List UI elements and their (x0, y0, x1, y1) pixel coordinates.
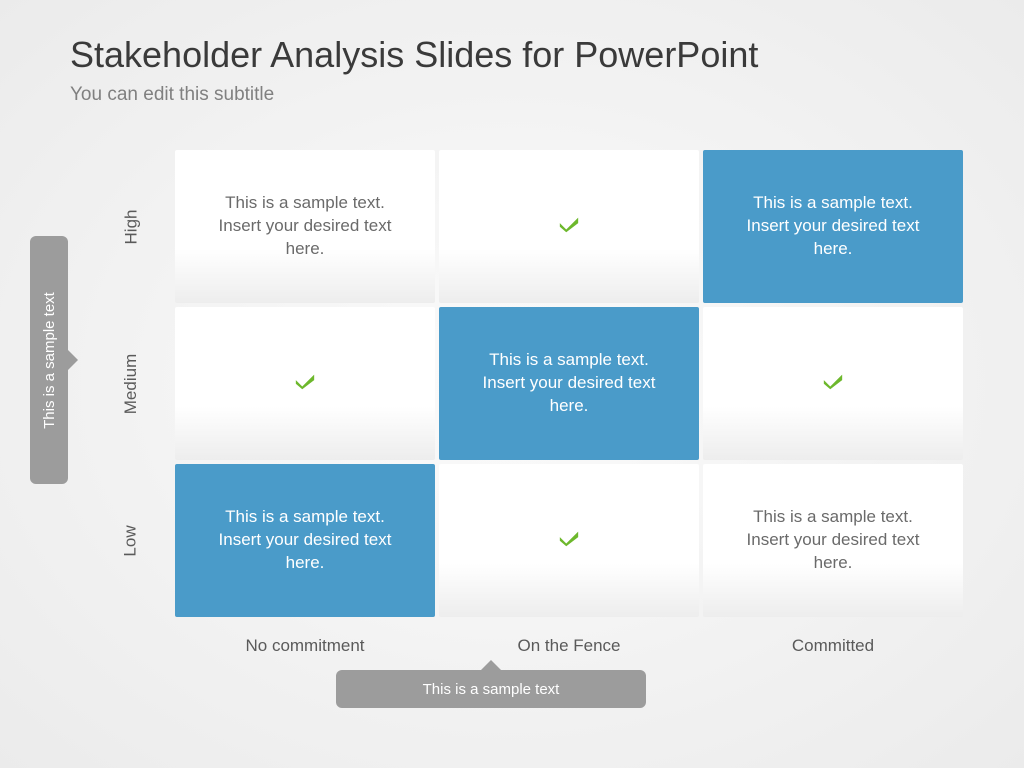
col-label-committed: Committed (703, 628, 963, 656)
matrix-cell: This is a sample text. Insert your desir… (439, 307, 699, 460)
col-label-no-commitment: No commitment (175, 628, 435, 656)
matrix-row: This is a sample text. Insert your desir… (175, 464, 965, 617)
x-axis-label: This is a sample text (423, 681, 560, 698)
matrix-row: This is a sample text. Insert your desir… (175, 307, 965, 460)
x-axis-callout: This is a sample text (336, 670, 646, 708)
row-label-low: Low (100, 464, 162, 617)
matrix-cell (439, 464, 699, 617)
row-label-medium: Medium (100, 307, 162, 460)
row-labels-group: High Medium Low (100, 150, 162, 621)
check-icon (294, 367, 316, 399)
matrix-cell: This is a sample text. Insert your desir… (175, 464, 435, 617)
y-axis-label: This is a sample text (41, 292, 58, 429)
col-labels-group: No commitment On the Fence Committed (175, 628, 963, 656)
check-icon (822, 367, 844, 399)
row-label-high: High (100, 150, 162, 303)
slide-title: Stakeholder Analysis Slides for PowerPoi… (70, 34, 758, 76)
col-label-on-fence: On the Fence (439, 628, 699, 656)
slide-subtitle: You can edit this subtitle (70, 84, 274, 106)
matrix-cell (175, 307, 435, 460)
matrix-cell: This is a sample text. Insert your desir… (175, 150, 435, 303)
matrix-cell (439, 150, 699, 303)
matrix-cell: This is a sample text. Insert your desir… (703, 150, 963, 303)
y-axis-callout: This is a sample text (30, 236, 68, 484)
matrix-cell: This is a sample text. Insert your desir… (703, 464, 963, 617)
check-icon (558, 210, 580, 242)
matrix-row: This is a sample text. Insert your desir… (175, 150, 965, 303)
check-icon (558, 524, 580, 556)
matrix-grid: This is a sample text. Insert your desir… (175, 150, 965, 621)
matrix-cell (703, 307, 963, 460)
